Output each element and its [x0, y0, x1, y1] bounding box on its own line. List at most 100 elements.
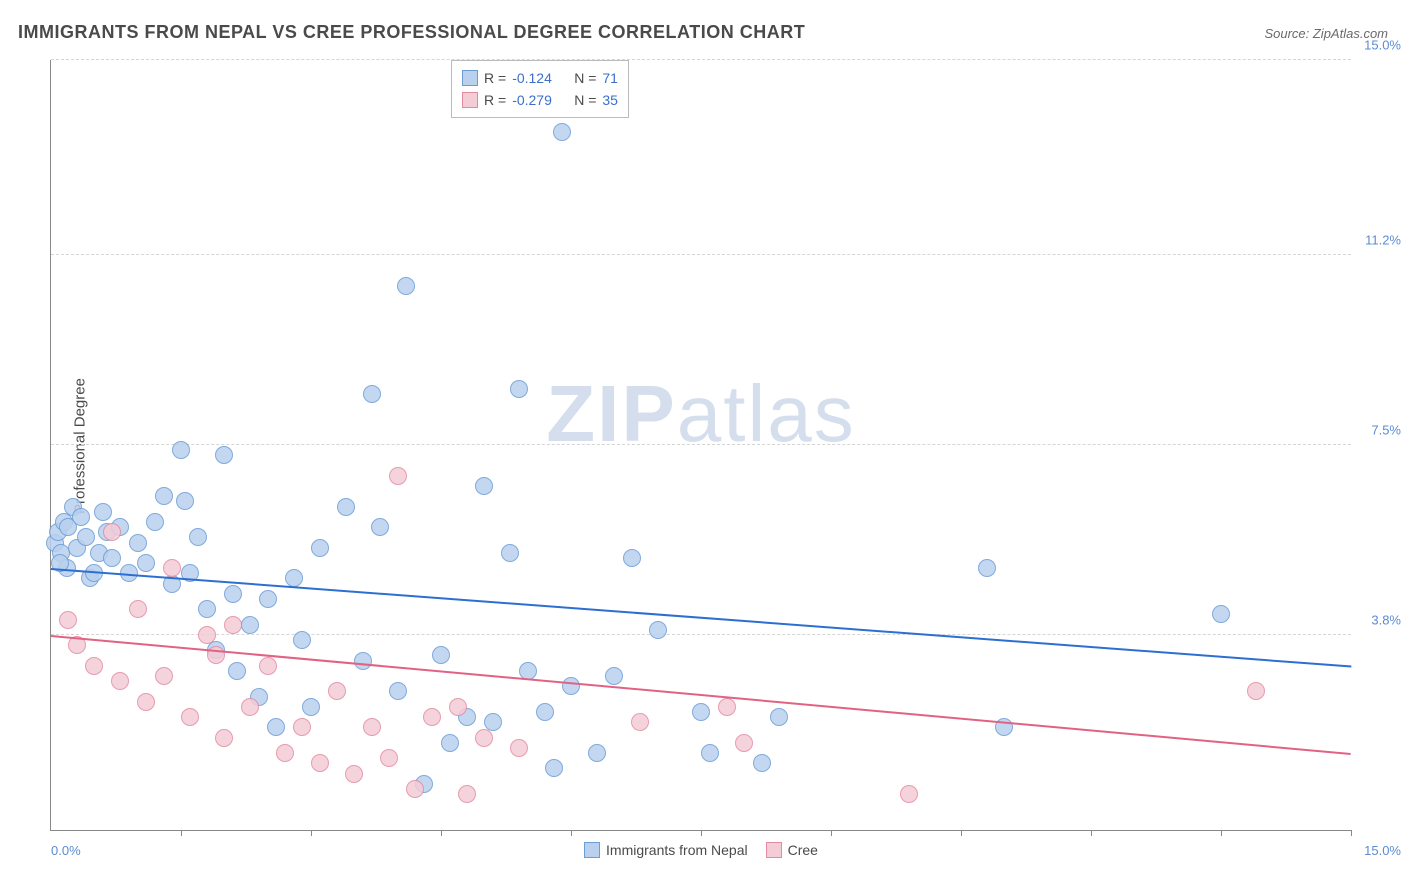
scatter-point	[129, 600, 147, 618]
legend-swatch	[766, 842, 782, 858]
scatter-point	[588, 744, 606, 762]
x-tick	[441, 830, 442, 836]
x-tick	[571, 830, 572, 836]
scatter-point	[176, 492, 194, 510]
scatter-point	[129, 534, 147, 552]
legend-n-value: 71	[602, 70, 618, 86]
scatter-point	[441, 734, 459, 752]
y-tick-label: 11.2%	[1356, 233, 1401, 248]
scatter-point	[259, 590, 277, 608]
scatter-point	[389, 682, 407, 700]
scatter-point	[72, 508, 90, 526]
legend-n-value: 35	[602, 92, 618, 108]
legend-r-value: -0.124	[512, 70, 568, 86]
series-legend: Immigrants from Nepal Cree	[584, 842, 818, 858]
series-legend-item: Cree	[766, 842, 818, 858]
scatter-point	[155, 487, 173, 505]
x-tick	[311, 830, 312, 836]
scatter-point	[432, 646, 450, 664]
scatter-point	[363, 718, 381, 736]
scatter-point	[631, 713, 649, 731]
x-tick	[701, 830, 702, 836]
scatter-point	[181, 708, 199, 726]
scatter-point	[241, 616, 259, 634]
scatter-point	[198, 626, 216, 644]
scatter-point	[718, 698, 736, 716]
scatter-point	[241, 698, 259, 716]
scatter-point	[137, 554, 155, 572]
legend-n-label: N =	[574, 70, 596, 86]
scatter-point	[545, 759, 563, 777]
scatter-point	[753, 754, 771, 772]
scatter-point	[623, 549, 641, 567]
scatter-point	[510, 739, 528, 757]
x-axis-min-label: 0.0%	[51, 843, 81, 858]
scatter-point	[94, 503, 112, 521]
x-tick	[1221, 830, 1222, 836]
legend-r-label: R =	[484, 70, 506, 86]
legend-swatch	[462, 92, 478, 108]
scatter-point	[59, 611, 77, 629]
scatter-point	[536, 703, 554, 721]
scatter-point	[605, 667, 623, 685]
scatter-point	[293, 718, 311, 736]
gridline-h	[51, 254, 1351, 255]
scatter-point	[389, 467, 407, 485]
y-tick-label: 3.8%	[1356, 612, 1401, 627]
scatter-point	[302, 698, 320, 716]
scatter-point	[311, 539, 329, 557]
series-name: Cree	[788, 842, 818, 858]
scatter-point	[146, 513, 164, 531]
scatter-point	[259, 657, 277, 675]
scatter-point	[770, 708, 788, 726]
scatter-point	[311, 754, 329, 772]
scatter-point	[345, 765, 363, 783]
scatter-point	[649, 621, 667, 639]
scatter-point	[103, 549, 121, 567]
y-tick-label: 7.5%	[1356, 423, 1401, 438]
x-tick	[181, 830, 182, 836]
scatter-point	[267, 718, 285, 736]
x-tick	[1091, 830, 1092, 836]
x-tick	[961, 830, 962, 836]
legend-r-label: R =	[484, 92, 506, 108]
scatter-point	[701, 744, 719, 762]
chart-title: IMMIGRANTS FROM NEPAL VS CREE PROFESSION…	[18, 22, 805, 43]
legend-row: R = -0.124 N = 71	[462, 67, 618, 89]
scatter-point	[978, 559, 996, 577]
y-tick-label: 15.0%	[1356, 38, 1401, 53]
x-axis-max-label: 15.0%	[1364, 843, 1401, 858]
scatter-point	[77, 528, 95, 546]
scatter-point	[276, 744, 294, 762]
scatter-point	[1212, 605, 1230, 623]
scatter-plot-area: ZIPatlas 3.8%7.5%11.2%15.0%0.0%15.0%R = …	[50, 60, 1351, 831]
scatter-point	[406, 780, 424, 798]
scatter-point	[380, 749, 398, 767]
scatter-point	[458, 785, 476, 803]
correlation-legend: R = -0.124N = 71R = -0.279N = 35	[451, 60, 629, 118]
scatter-point	[111, 672, 129, 690]
legend-r-value: -0.279	[512, 92, 568, 108]
scatter-point	[155, 667, 173, 685]
scatter-point	[224, 585, 242, 603]
scatter-point	[692, 703, 710, 721]
gridline-h	[51, 634, 1351, 635]
scatter-point	[397, 277, 415, 295]
gridline-h	[51, 59, 1351, 60]
scatter-point	[1247, 682, 1265, 700]
scatter-point	[103, 523, 121, 541]
scatter-point	[475, 477, 493, 495]
scatter-point	[900, 785, 918, 803]
scatter-point	[228, 662, 246, 680]
series-legend-item: Immigrants from Nepal	[584, 842, 748, 858]
scatter-point	[735, 734, 753, 752]
gridline-h	[51, 444, 1351, 445]
legend-swatch	[584, 842, 600, 858]
scatter-point	[354, 652, 372, 670]
scatter-point	[224, 616, 242, 634]
scatter-point	[293, 631, 311, 649]
scatter-point	[163, 559, 181, 577]
scatter-point	[449, 698, 467, 716]
scatter-point	[215, 729, 233, 747]
scatter-point	[337, 498, 355, 516]
